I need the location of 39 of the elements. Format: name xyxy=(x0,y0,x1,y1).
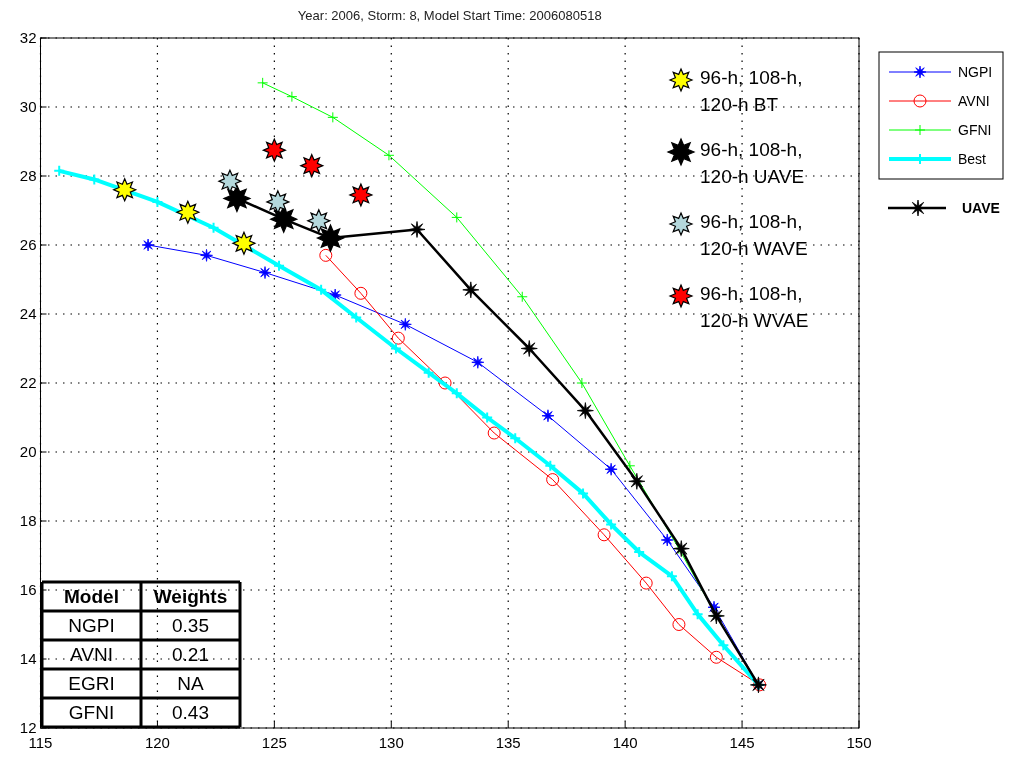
y-tick-label: 14 xyxy=(19,650,37,667)
legend-label: 96-h, 108-h, 120-h UAVE xyxy=(700,139,805,187)
annotation: GFNI xyxy=(68,702,115,723)
x-tick-label: 125 xyxy=(261,734,287,751)
annotation: 0.43 xyxy=(172,702,209,723)
y-tick-label: 20 xyxy=(19,443,37,460)
annotation: Weights xyxy=(153,586,228,607)
x-tick-label: 115 xyxy=(28,734,53,751)
annotation: EGRI xyxy=(68,673,115,694)
y-tick-label: 26 xyxy=(19,236,37,253)
annotation: NA xyxy=(177,673,205,694)
x-tick-label: 150 xyxy=(846,734,872,751)
annotation: 0.21 xyxy=(172,644,209,665)
legend-label: 96-h, 108-h, 120-h BT xyxy=(700,67,803,115)
legend-label: NGPI xyxy=(958,64,993,80)
y-tick-label: 28 xyxy=(19,167,37,184)
y-tick-label: 18 xyxy=(19,512,37,529)
x-tick-label: 120 xyxy=(144,734,170,751)
chart-title: Year: 2006, Storm: 8, Model Start Time: 2006080518 xyxy=(297,8,602,23)
legend-label: UAVE xyxy=(962,200,1000,216)
y-tick-label: 24 xyxy=(19,305,37,322)
annotation: 0.35 xyxy=(172,615,209,636)
y-tick-label: 16 xyxy=(19,581,37,598)
annotation: Model xyxy=(64,586,119,607)
x-tick-label: 145 xyxy=(729,734,755,751)
y-tick-label: 30 xyxy=(19,98,37,115)
x-tick-label: 140 xyxy=(612,734,638,751)
x-tick-label: 135 xyxy=(495,734,521,751)
legend-label: AVNI xyxy=(958,93,990,109)
legend-label: 96-h, 108-h, 120-h WAVE xyxy=(700,211,808,259)
x-tick-label: 130 xyxy=(378,734,404,751)
y-tick-label: 12 xyxy=(19,719,37,736)
y-tick-label: 22 xyxy=(19,374,37,391)
legend-label: GFNI xyxy=(958,122,992,138)
annotation: NGPI xyxy=(68,615,115,636)
y-tick-label: 32 xyxy=(19,29,37,46)
legend-label: 96-h, 108-h, 120-h WVAE xyxy=(700,283,809,331)
legend-label: Best xyxy=(958,151,987,167)
annotation: AVNI xyxy=(70,644,113,665)
